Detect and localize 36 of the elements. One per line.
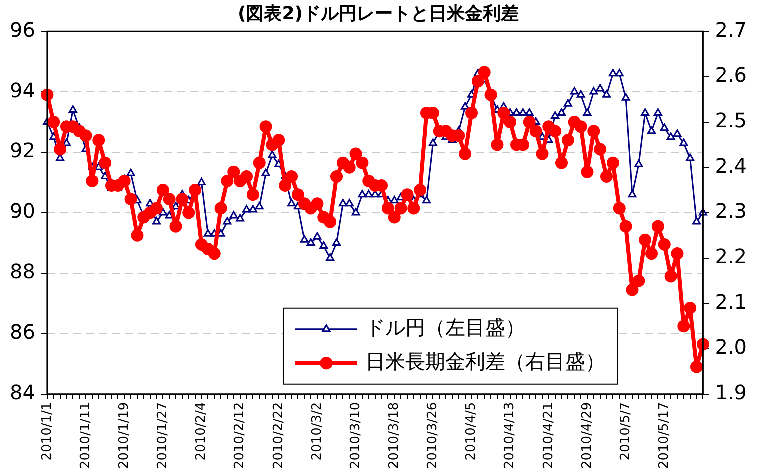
- legend-label: ドル円（左目盛）: [366, 316, 526, 340]
- legend-label: 日米長期金利差（右目盛）: [366, 350, 606, 374]
- x-tick-label: 2010/2/4: [194, 402, 210, 461]
- y2-tick-label: 2.7: [715, 18, 748, 42]
- y2-tick-label: 2.6: [715, 63, 748, 88]
- x-tick-label: 2010/4/29: [580, 402, 595, 470]
- y2-tick-label: 1.9: [715, 380, 748, 405]
- x-tick-label: 2010/4/13: [502, 402, 518, 470]
- x-tick-label: 2010/3/10: [348, 402, 364, 470]
- y-tick-label: 86: [10, 320, 36, 344]
- y-tick-label: 88: [10, 260, 36, 284]
- x-tick-label: 2010/3/26: [426, 402, 441, 470]
- y2-tick-label: 2.3: [715, 199, 748, 224]
- y-tick-label: 94: [10, 78, 36, 102]
- x-tick-label: 2010/5/7: [618, 402, 634, 461]
- x-tick-label: 2010/1/1: [40, 402, 55, 461]
- chart-title: (図表2)ドル円レートと日米金利差: [238, 3, 519, 24]
- y-tick-label: 84: [10, 380, 36, 405]
- y-tick-label: 96: [10, 18, 36, 42]
- x-tick-label: 2010/1/11: [78, 402, 94, 470]
- x-tick-label: 2010/1/19: [116, 402, 132, 470]
- y-tick-label: 92: [10, 138, 36, 163]
- y2-tick-label: 2.1: [715, 290, 748, 314]
- y-tick-label: 90: [10, 199, 36, 224]
- x-tick-label: 2010/3/18: [386, 402, 402, 470]
- x-tick-label: 2010/3/2: [310, 402, 325, 461]
- y2-tick-label: 2.0: [715, 335, 748, 360]
- x-tick-label: 2010/4/5: [464, 402, 480, 461]
- y2-tick-label: 2.2: [715, 244, 748, 269]
- x-tick-label: 2010/4/21: [541, 402, 556, 470]
- x-tick-label: 2010/1/27: [156, 402, 171, 470]
- y2-tick-label: 2.5: [715, 108, 748, 132]
- x-tick-label: 2010/2/12: [232, 402, 248, 470]
- x-tick-label: 2010/5/17: [656, 402, 672, 470]
- x-tick-label: 2010/2/22: [271, 402, 286, 470]
- y2-tick-label: 2.4: [715, 154, 748, 178]
